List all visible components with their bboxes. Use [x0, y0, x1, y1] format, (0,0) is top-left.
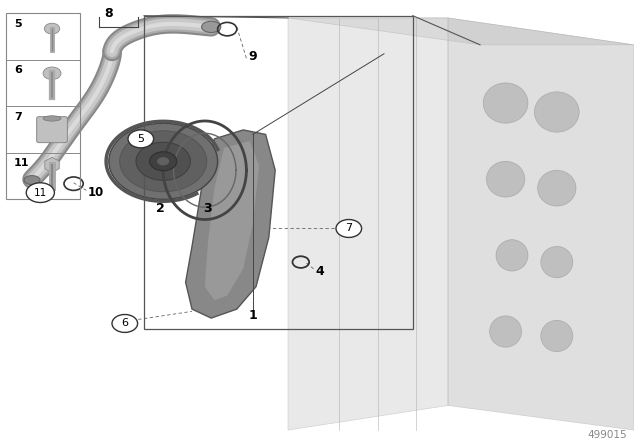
Text: 11: 11 — [34, 188, 47, 198]
Text: 10: 10 — [88, 186, 104, 199]
Text: 5: 5 — [14, 19, 22, 29]
Text: 4: 4 — [316, 264, 324, 278]
Circle shape — [120, 131, 207, 192]
Text: 6: 6 — [14, 65, 22, 75]
Text: 5: 5 — [138, 134, 144, 144]
Ellipse shape — [496, 240, 528, 271]
Circle shape — [43, 67, 61, 80]
Text: 7: 7 — [345, 224, 353, 233]
Text: 499015: 499015 — [588, 430, 627, 440]
Circle shape — [150, 152, 177, 171]
Circle shape — [136, 142, 191, 180]
Circle shape — [112, 314, 138, 332]
Polygon shape — [448, 18, 634, 430]
Bar — [6, 13, 80, 199]
Text: 1: 1 — [248, 309, 257, 323]
Ellipse shape — [486, 161, 525, 197]
Circle shape — [26, 183, 54, 202]
Ellipse shape — [538, 170, 576, 206]
Circle shape — [109, 123, 218, 199]
Polygon shape — [288, 18, 448, 430]
Circle shape — [157, 157, 170, 166]
Ellipse shape — [541, 320, 573, 352]
Circle shape — [44, 23, 60, 34]
Polygon shape — [288, 18, 634, 45]
Circle shape — [128, 130, 154, 148]
Ellipse shape — [490, 316, 522, 347]
Ellipse shape — [24, 176, 40, 185]
Polygon shape — [45, 157, 60, 172]
FancyBboxPatch shape — [36, 116, 67, 142]
Text: 11: 11 — [14, 158, 29, 168]
Text: 2: 2 — [156, 202, 164, 215]
Text: 9: 9 — [248, 49, 257, 63]
Ellipse shape — [534, 92, 579, 132]
Polygon shape — [205, 141, 259, 300]
Text: 7: 7 — [14, 112, 22, 122]
Text: 3: 3 — [204, 202, 212, 215]
Circle shape — [336, 220, 362, 237]
Polygon shape — [186, 130, 275, 318]
Text: 6: 6 — [122, 319, 128, 328]
Bar — [144, 16, 413, 329]
Ellipse shape — [541, 246, 573, 278]
Text: 8: 8 — [104, 7, 113, 20]
Ellipse shape — [483, 83, 528, 123]
Ellipse shape — [43, 116, 61, 121]
Ellipse shape — [202, 21, 221, 33]
